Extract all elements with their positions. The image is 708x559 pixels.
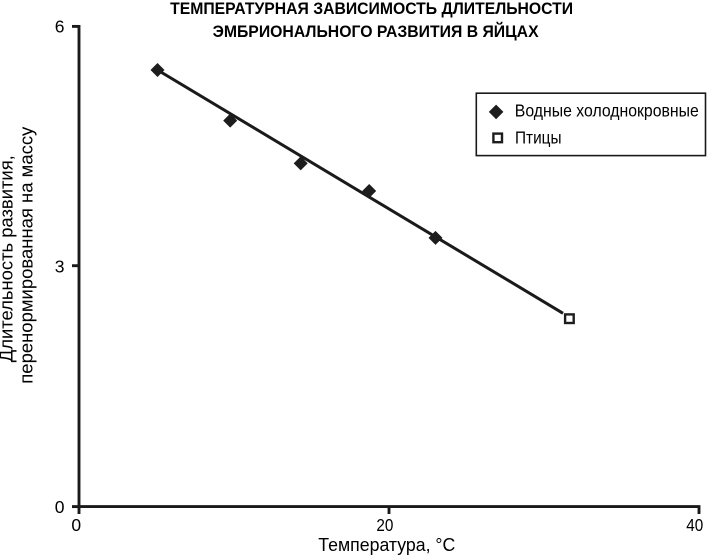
svg-text:0: 0 xyxy=(55,497,65,517)
svg-text:40: 40 xyxy=(686,515,703,535)
svg-text:6: 6 xyxy=(55,16,65,36)
svg-text:перенормированная на массу: перенормированная на массу xyxy=(17,127,37,384)
svg-text:Птицы: Птицы xyxy=(515,127,562,147)
svg-text:ТЕМПЕРАТУРНАЯ ЗАВИСИМОСТЬ ДЛИТ: ТЕМПЕРАТУРНАЯ ЗАВИСИМОСТЬ ДЛИТЕЛЬНОСТИ xyxy=(170,0,573,18)
svg-text:20: 20 xyxy=(376,515,393,535)
svg-text:Длительность развития,: Длительность развития, xyxy=(0,155,16,362)
svg-text:3: 3 xyxy=(55,256,65,276)
svg-text:0: 0 xyxy=(71,515,81,535)
svg-text:Водные холоднокровные: Водные холоднокровные xyxy=(515,100,699,120)
svg-text:ЭМБРИОНАЛЬНОГО РАЗВИТИЯ В ЯЙЦА: ЭМБРИОНАЛЬНОГО РАЗВИТИЯ В ЯЙЦАХ xyxy=(213,22,540,41)
svg-text:Температура, °С: Температура, °С xyxy=(318,535,455,555)
